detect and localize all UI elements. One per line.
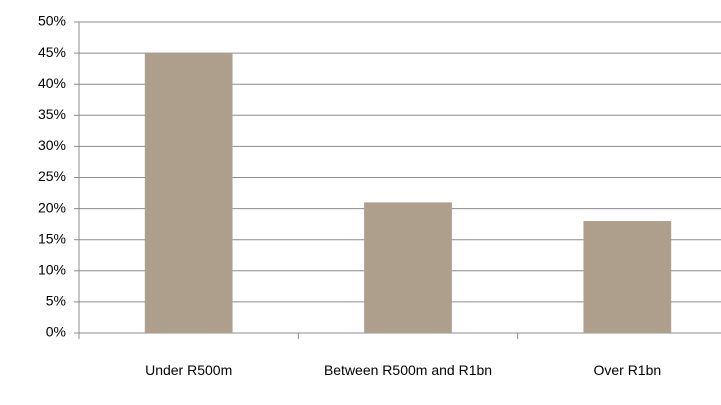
bar <box>364 202 452 333</box>
x-tick-label: Under R500m <box>145 362 233 378</box>
bar <box>583 221 672 333</box>
y-tick-label: 35% <box>38 106 66 122</box>
y-tick-label: 10% <box>38 262 66 278</box>
y-tick-label: 15% <box>38 230 66 246</box>
y-tick-label: 30% <box>38 137 66 153</box>
y-tick-label: 5% <box>46 293 66 309</box>
bar <box>144 53 233 333</box>
y-tick-label: 45% <box>38 44 66 60</box>
y-tick-label: 20% <box>38 199 66 215</box>
x-tick-label: Between R500m and R1bn <box>323 362 493 378</box>
y-tick-label: 40% <box>38 75 66 91</box>
y-tick-label: 50% <box>38 13 66 29</box>
x-tick-label: Over R1bn <box>593 362 662 378</box>
y-tick-label: 25% <box>38 168 66 184</box>
y-tick-label: 0% <box>46 324 66 340</box>
